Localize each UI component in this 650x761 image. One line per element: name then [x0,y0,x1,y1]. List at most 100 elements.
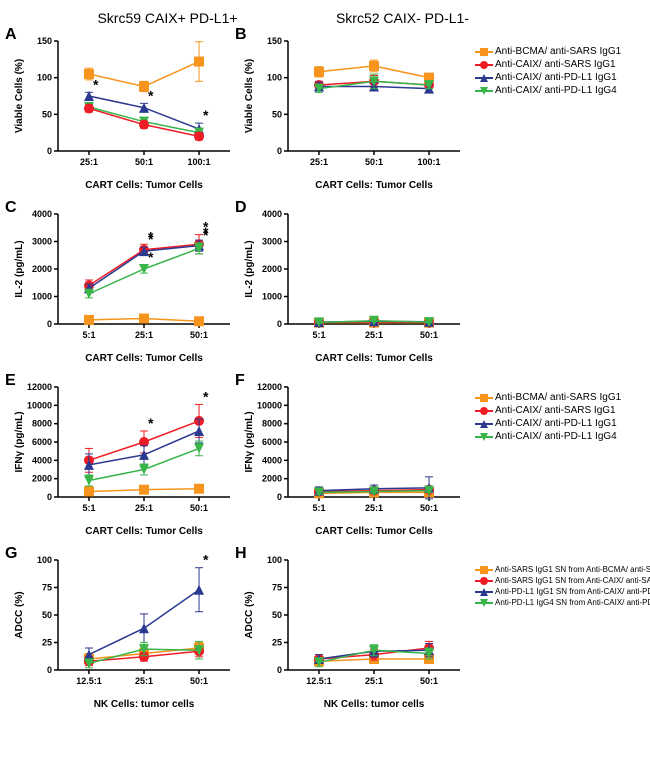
svg-text:IFNγ (pg/mL): IFNγ (pg/mL) [14,411,25,472]
svg-text:*: * [203,107,209,123]
svg-text:100: 100 [267,555,282,565]
svg-text:1000: 1000 [262,292,282,302]
svg-text:CART Cells: Tumor Cells: CART Cells: Tumor Cells [315,526,433,537]
svg-text:5:1: 5:1 [82,330,95,340]
svg-text:0: 0 [277,492,282,502]
svg-text:10000: 10000 [27,400,52,410]
legend-item: Anti-CAIX/ anti-PD-L1 IgG1 [475,418,640,429]
svg-text:2000: 2000 [32,474,52,484]
svg-text:0: 0 [47,146,52,156]
legend-item: Anti-BCMA/ anti-SARS IgG1 [475,46,640,57]
svg-text:5:1: 5:1 [312,503,325,513]
svg-text:IL-2 (pg/mL): IL-2 (pg/mL) [244,240,255,297]
legend-item: Anti-CAIX/ anti-PD-L1 IgG4 [475,85,640,96]
svg-text:12.5:1: 12.5:1 [76,676,102,686]
svg-text:4000: 4000 [32,455,52,465]
panel-D: D 010002000300040005:125:150:1CART Cells… [240,204,470,369]
svg-text:CART Cells: Tumor Cells: CART Cells: Tumor Cells [85,353,203,364]
svg-text:50: 50 [272,610,282,620]
svg-text:2000: 2000 [262,264,282,274]
panel-F: F 0200040006000800010000120005:125:150:1… [240,377,470,542]
svg-text:*: * [148,231,154,247]
panel-label: E [5,372,16,390]
svg-text:NK Cells: tumor cells: NK Cells: tumor cells [324,699,425,710]
svg-text:ADCC (%): ADCC (%) [14,591,25,638]
svg-text:3000: 3000 [32,237,52,247]
legend-label: Anti-SARS IgG1 SN from Anti-CAIX/ anti-S… [495,576,650,585]
svg-text:12000: 12000 [27,382,52,392]
svg-text:8000: 8000 [32,419,52,429]
legend-label: Anti-CAIX/ anti-SARS IgG1 [495,405,616,416]
svg-text:4000: 4000 [262,455,282,465]
svg-text:IFNγ (pg/mL): IFNγ (pg/mL) [244,411,255,472]
legend-label: Anti-PD-L1 IgG1 SN from Anti-CAIX/ anti-… [495,587,650,596]
legend: Anti-BCMA/ anti-SARS IgG1 Anti-CAIX/ ant… [470,377,640,444]
svg-text:50:1: 50:1 [190,330,208,340]
svg-text:8000: 8000 [262,419,282,429]
legend-label: Anti-CAIX/ anti-PD-L1 IgG4 [495,431,617,442]
svg-text:CART Cells: Tumor Cells: CART Cells: Tumor Cells [85,526,203,537]
svg-text:*: * [203,552,209,568]
svg-text:12.5:1: 12.5:1 [306,676,332,686]
svg-text:Viable Cells (%): Viable Cells (%) [14,59,25,133]
legend: Anti-BCMA/ anti-SARS IgG1 Anti-CAIX/ ant… [470,31,640,98]
panel-A: A 05010015025:150:1100:1CART Cells: Tumo… [10,31,240,196]
legend-label: Anti-SARS IgG1 SN from Anti-BCMA/ anti-S… [495,565,650,574]
svg-text:1000: 1000 [32,292,52,302]
svg-text:5:1: 5:1 [82,503,95,513]
legend-item: Anti-CAIX/ anti-PD-L1 IgG4 [475,431,640,442]
legend-item: Anti-CAIX/ anti-SARS IgG1 [475,59,640,70]
svg-text:6000: 6000 [262,437,282,447]
svg-text:25: 25 [42,638,52,648]
svg-text:50: 50 [272,109,282,119]
legend-item: Anti-CAIX/ anti-SARS IgG1 [475,405,640,416]
svg-text:12000: 12000 [257,382,282,392]
svg-text:10000: 10000 [257,400,282,410]
svg-text:150: 150 [37,36,52,46]
svg-text:ADCC (%): ADCC (%) [244,591,255,638]
svg-text:*: * [203,227,209,243]
legend-item: Anti-SARS IgG1 SN from Anti-CAIX/ anti-S… [475,576,650,585]
svg-text:25:1: 25:1 [80,157,98,167]
svg-text:*: * [148,87,154,103]
legend-item: Anti-BCMA/ anti-SARS IgG1 [475,392,640,403]
svg-text:*: * [148,249,154,265]
svg-text:3000: 3000 [262,237,282,247]
svg-text:100: 100 [37,555,52,565]
legend [470,204,640,219]
svg-text:4000: 4000 [262,209,282,219]
svg-text:*: * [203,388,209,404]
panel-B: B 05010015025:150:1100:1CART Cells: Tumo… [240,31,470,196]
svg-text:25:1: 25:1 [365,503,383,513]
legend-item: Anti-PD-L1 IgG1 SN from Anti-CAIX/ anti-… [475,587,650,596]
svg-text:100: 100 [37,73,52,83]
svg-text:50:1: 50:1 [365,157,383,167]
svg-text:NK Cells: tumor cells: NK Cells: tumor cells [94,699,195,710]
svg-text:150: 150 [267,36,282,46]
svg-text:50:1: 50:1 [420,330,438,340]
svg-text:100:1: 100:1 [418,157,441,167]
header-left: Skrc59 CAIX+ PD-L1+ [10,10,285,26]
svg-text:2000: 2000 [32,264,52,274]
legend: Anti-SARS IgG1 SN from Anti-BCMA/ anti-S… [470,550,650,609]
svg-text:25: 25 [272,638,282,648]
svg-text:0: 0 [277,319,282,329]
panel-C: C 010002000300040005:125:150:1CART Cells… [10,204,240,369]
svg-text:25:1: 25:1 [310,157,328,167]
svg-text:50:1: 50:1 [190,676,208,686]
panel-label: C [5,199,17,217]
svg-text:25:1: 25:1 [135,330,153,340]
svg-text:50:1: 50:1 [420,503,438,513]
panel-label: H [235,545,247,563]
svg-text:0: 0 [277,146,282,156]
legend-label: Anti-BCMA/ anti-SARS IgG1 [495,392,621,403]
legend-label: Anti-BCMA/ anti-SARS IgG1 [495,46,621,57]
svg-text:CART Cells: Tumor Cells: CART Cells: Tumor Cells [315,353,433,364]
legend-label: Anti-CAIX/ anti-SARS IgG1 [495,59,616,70]
svg-text:0: 0 [47,665,52,675]
panel-label: G [5,545,17,563]
svg-text:*: * [93,76,99,92]
svg-text:CART Cells: Tumor Cells: CART Cells: Tumor Cells [315,180,433,191]
svg-text:CART Cells: Tumor Cells: CART Cells: Tumor Cells [85,180,203,191]
legend-label: Anti-CAIX/ anti-PD-L1 IgG1 [495,72,617,83]
